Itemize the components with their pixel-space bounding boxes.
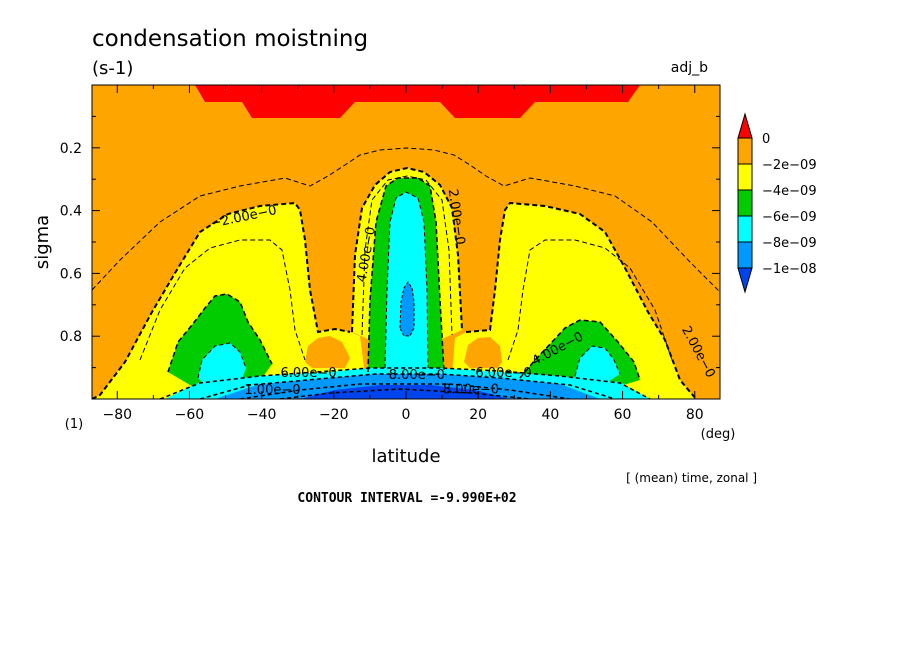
shade-level-minus8e-09-center — [385, 192, 428, 372]
shade-level-minus2e-09-bump-sw — [305, 336, 350, 368]
contour-label: 1.00e−0 — [244, 383, 300, 398]
contour-line-surface-4 — [279, 388, 531, 399]
x-tick-label: −60 — [175, 407, 205, 423]
contour-line-inner-north — [507, 239, 673, 361]
x-axis: −80 −60 −40 −20 0 20 40 60 80 — [102, 85, 704, 423]
shade-level-minus2e-09-bump-ne — [464, 337, 502, 368]
contour-line-cyan-center — [384, 191, 429, 369]
contour-line-core — [399, 281, 415, 337]
x-axis-title: latitude — [371, 446, 440, 467]
y-tick-label: 0.8 — [60, 329, 82, 345]
colorbar-label: −1e−08 — [762, 262, 817, 277]
colorbar: 0 −2e−09 −4e−09 −6e−09 −8e−09 −1e−08 — [737, 112, 817, 294]
y-axis-title: sigma — [32, 215, 53, 269]
averaging-note: [ (mean) time, zonal ] — [626, 471, 757, 485]
colorbar-segment — [737, 215, 753, 243]
colorbar-label: 0 — [762, 132, 770, 147]
x-tick-label: 80 — [686, 407, 704, 423]
contour-line-surface-1 — [159, 367, 651, 399]
contour-label: 8.00e−0 — [443, 383, 499, 398]
x-tick-label: −20 — [319, 407, 349, 423]
x-tick-label: −80 — [102, 407, 132, 423]
contour-line-surface-2 — [199, 373, 616, 399]
contour-line-cyan-north — [574, 345, 621, 377]
colorbar-label: −6e−09 — [762, 210, 817, 225]
contour-line-2e-center — [351, 166, 463, 333]
contour-line-2e-north — [465, 201, 697, 399]
contour-lines — [92, 147, 720, 399]
shade-level-minus1e-08-core — [400, 282, 414, 336]
y-tick-label: 0.2 — [60, 141, 82, 157]
colorbar-segment — [737, 241, 753, 269]
colorbar-label: −4e−09 — [762, 184, 817, 199]
contour-line-outer — [92, 147, 720, 293]
shade-level-min-surface — [300, 385, 510, 399]
colorbar-bottom-arrow — [737, 267, 753, 294]
contour-label: 6.00e−0 — [280, 366, 336, 381]
x-tick-label: 60 — [614, 407, 632, 423]
contour-line-surface-3 — [239, 383, 571, 399]
contour-line-green-north — [519, 319, 641, 381]
shade-level-minus8e-09-south — [198, 343, 246, 390]
x-tick-label: 40 — [541, 407, 559, 423]
colorbar-segment — [737, 163, 753, 191]
chart-title: condensation moistning — [92, 26, 368, 52]
shade-level-minus8e-09-north — [575, 346, 620, 384]
plot-area: −2.00e−04.00e−02.00e−04.00e−0 2.00e−06.00… — [92, 85, 720, 399]
colorbar-segment — [737, 189, 753, 217]
y-tick-label: 0.6 — [60, 266, 82, 282]
contour-line-inner-center — [361, 175, 453, 336]
contour-label: 8.00e−0 — [389, 368, 445, 383]
y-tick-label: 0.4 — [60, 204, 82, 220]
shade-level-0 — [195, 85, 640, 118]
colorbar-segment — [737, 137, 753, 165]
contour-line-green-center — [367, 177, 445, 373]
x-tick-label: 20 — [469, 407, 487, 423]
colorbar-label: −2e−09 — [762, 158, 817, 173]
x-tick-label: 0 — [402, 407, 411, 423]
contour-label: 6.00e−0 — [475, 366, 531, 381]
chart-units: (s-1) — [92, 58, 133, 79]
colorbar-label: −8e−09 — [762, 236, 817, 251]
shade-level-minus6e-09-south — [168, 294, 272, 388]
contour-line-2e-south — [92, 201, 351, 399]
colorbar-top-arrow — [737, 112, 753, 139]
y-axis-unit: (1) — [65, 417, 83, 432]
contour-line-green-south — [167, 293, 273, 373]
x-tick-label: −40 — [247, 407, 277, 423]
contour-line-cyan-south — [197, 342, 247, 379]
experiment-label: adj_b — [671, 60, 708, 76]
x-axis-unit: (deg) — [701, 427, 736, 442]
y-axis: 0.2 0.4 0.6 0.8 — [60, 115, 720, 369]
contour-line-inner-south — [139, 239, 306, 361]
contour-interval-note: CONTOUR INTERVAL =-9.990E+02 — [297, 491, 516, 506]
